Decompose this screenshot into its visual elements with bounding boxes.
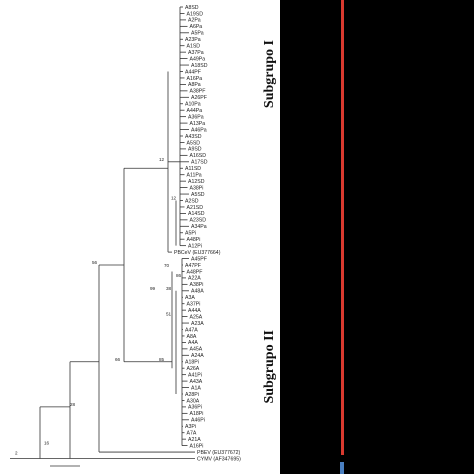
bootstrap-value: 86 <box>176 273 182 278</box>
taxon-label: A26PF <box>191 95 207 101</box>
taxon-label: A2SD <box>185 198 199 204</box>
taxon-label: A22A <box>188 276 201 282</box>
taxon-label: A5SD <box>187 140 201 146</box>
bootstrap-value: 70 <box>164 263 170 268</box>
taxon-label: A19SD <box>187 11 204 17</box>
taxon-label: A5Pa <box>191 31 204 37</box>
taxon-label: A38Pi <box>190 282 204 288</box>
taxon-label: A46Pi <box>191 418 205 424</box>
bootstrap-value: 66 <box>115 357 121 362</box>
taxon-label: A23SD <box>190 218 207 224</box>
taxon-label: A30A <box>187 398 200 404</box>
taxon-label: A36Pi <box>188 405 202 411</box>
taxon-label: A11Pa <box>187 173 202 179</box>
bootstrap-value: 28 <box>70 402 76 407</box>
taxon-label: A9SD <box>188 147 202 153</box>
bootstrap-value: 51 <box>166 312 172 317</box>
taxon-label: A18Pi <box>190 411 204 417</box>
taxon-label: A7A <box>187 431 197 437</box>
taxon-label: A3Pi <box>185 424 196 430</box>
taxon-label: A26A <box>187 366 200 372</box>
subgroup-label-2: Subgrupo II <box>262 330 277 404</box>
taxon-label: A18SD <box>191 63 208 69</box>
taxon-label: A37Pa <box>188 50 204 56</box>
taxon-label: A13Pa <box>190 121 206 127</box>
taxon-label: A14SD <box>188 211 205 217</box>
bootstrap-value: 16 <box>44 441 50 446</box>
subgroup-bar <box>341 0 344 455</box>
taxon-label: PBCeV (EU377664) <box>174 250 221 256</box>
taxon-label: A21SD <box>187 205 204 211</box>
taxon-label: A1SD <box>187 44 201 50</box>
taxon-label: A23Pa <box>185 37 201 43</box>
taxon-label: A16Pa <box>187 76 203 82</box>
taxon-label: CYMV (AF347695) <box>197 456 241 462</box>
taxon-label: PBEV (EU377672) <box>197 450 241 456</box>
taxon-label: A10Pa <box>185 102 201 108</box>
taxon-label: A44PF <box>185 69 201 75</box>
tree-svg: A8SDA19SDA2PaA6PaA5PaA23PaA1SDA37PaA49Pa… <box>10 5 241 467</box>
taxon-label: A43A <box>190 379 203 385</box>
taxon-label: A8Pa <box>188 82 201 88</box>
taxon-label: A49Pa <box>190 56 206 62</box>
bootstrap-value: 56 <box>92 260 98 265</box>
taxon-label: A38Pi <box>190 185 204 191</box>
bootstrap-value: 2 <box>15 450 18 455</box>
subgroup-label-1: Subgrupo I <box>262 40 277 109</box>
taxon-label: A6Pa <box>190 24 203 30</box>
taxon-label: A23A <box>191 321 204 327</box>
taxon-label: A48A <box>191 289 204 295</box>
taxon-label: A47A <box>185 327 198 333</box>
taxon-label: A1A <box>191 385 201 391</box>
taxon-label: A18Pi <box>185 360 199 366</box>
taxon-label: A43SD <box>185 134 202 140</box>
subgroup-bar-bottom <box>340 462 344 474</box>
taxon-label: A5SD <box>191 192 205 198</box>
taxon-label: A36Pa <box>188 114 204 120</box>
taxon-label: A48Pi <box>187 237 201 243</box>
black-panel <box>280 0 474 474</box>
taxon-label: A16SD <box>190 153 207 159</box>
bootstrap-value: 38 <box>166 286 172 291</box>
taxon-label: A48PF <box>187 269 203 275</box>
bootstrap-value: 12 <box>171 196 177 201</box>
taxon-label: A5Pi <box>185 231 196 237</box>
taxon-label: A44Pa <box>187 108 203 114</box>
taxon-label: A11SD <box>185 166 201 172</box>
taxon-label: A2Pa <box>188 18 201 24</box>
taxon-label: A46Pa <box>191 127 207 133</box>
taxon-label: A34Pa <box>191 224 207 230</box>
taxon-label: A45A <box>190 347 203 353</box>
taxon-label: A24A <box>191 353 204 359</box>
bootstrap-value: 99 <box>150 286 156 291</box>
taxon-label: A44A <box>188 308 201 314</box>
taxon-label: A41Pi <box>188 372 202 378</box>
taxon-label: A17SD <box>191 160 208 166</box>
taxon-label: A12Pi <box>188 243 202 249</box>
taxon-label: A8A <box>187 334 197 340</box>
taxon-label: A21A <box>188 437 201 443</box>
bootstrap-value: 12 <box>159 157 165 162</box>
taxon-label: A16Pi <box>190 443 204 449</box>
taxon-label: A4A <box>188 340 198 346</box>
taxon-label: A8SD <box>185 5 199 11</box>
taxon-label: A38PF <box>190 89 206 95</box>
taxon-label: A45PF <box>191 256 207 262</box>
bootstrap-value: 85 <box>159 357 165 362</box>
taxon-label: A25A <box>190 314 203 320</box>
taxon-label: A47PF <box>185 263 201 269</box>
taxon-label: A12SD <box>188 179 205 185</box>
taxon-label: A3A <box>185 295 195 301</box>
taxon-label: A28Pi <box>185 392 199 398</box>
taxon-label: A37Pi <box>187 302 201 308</box>
